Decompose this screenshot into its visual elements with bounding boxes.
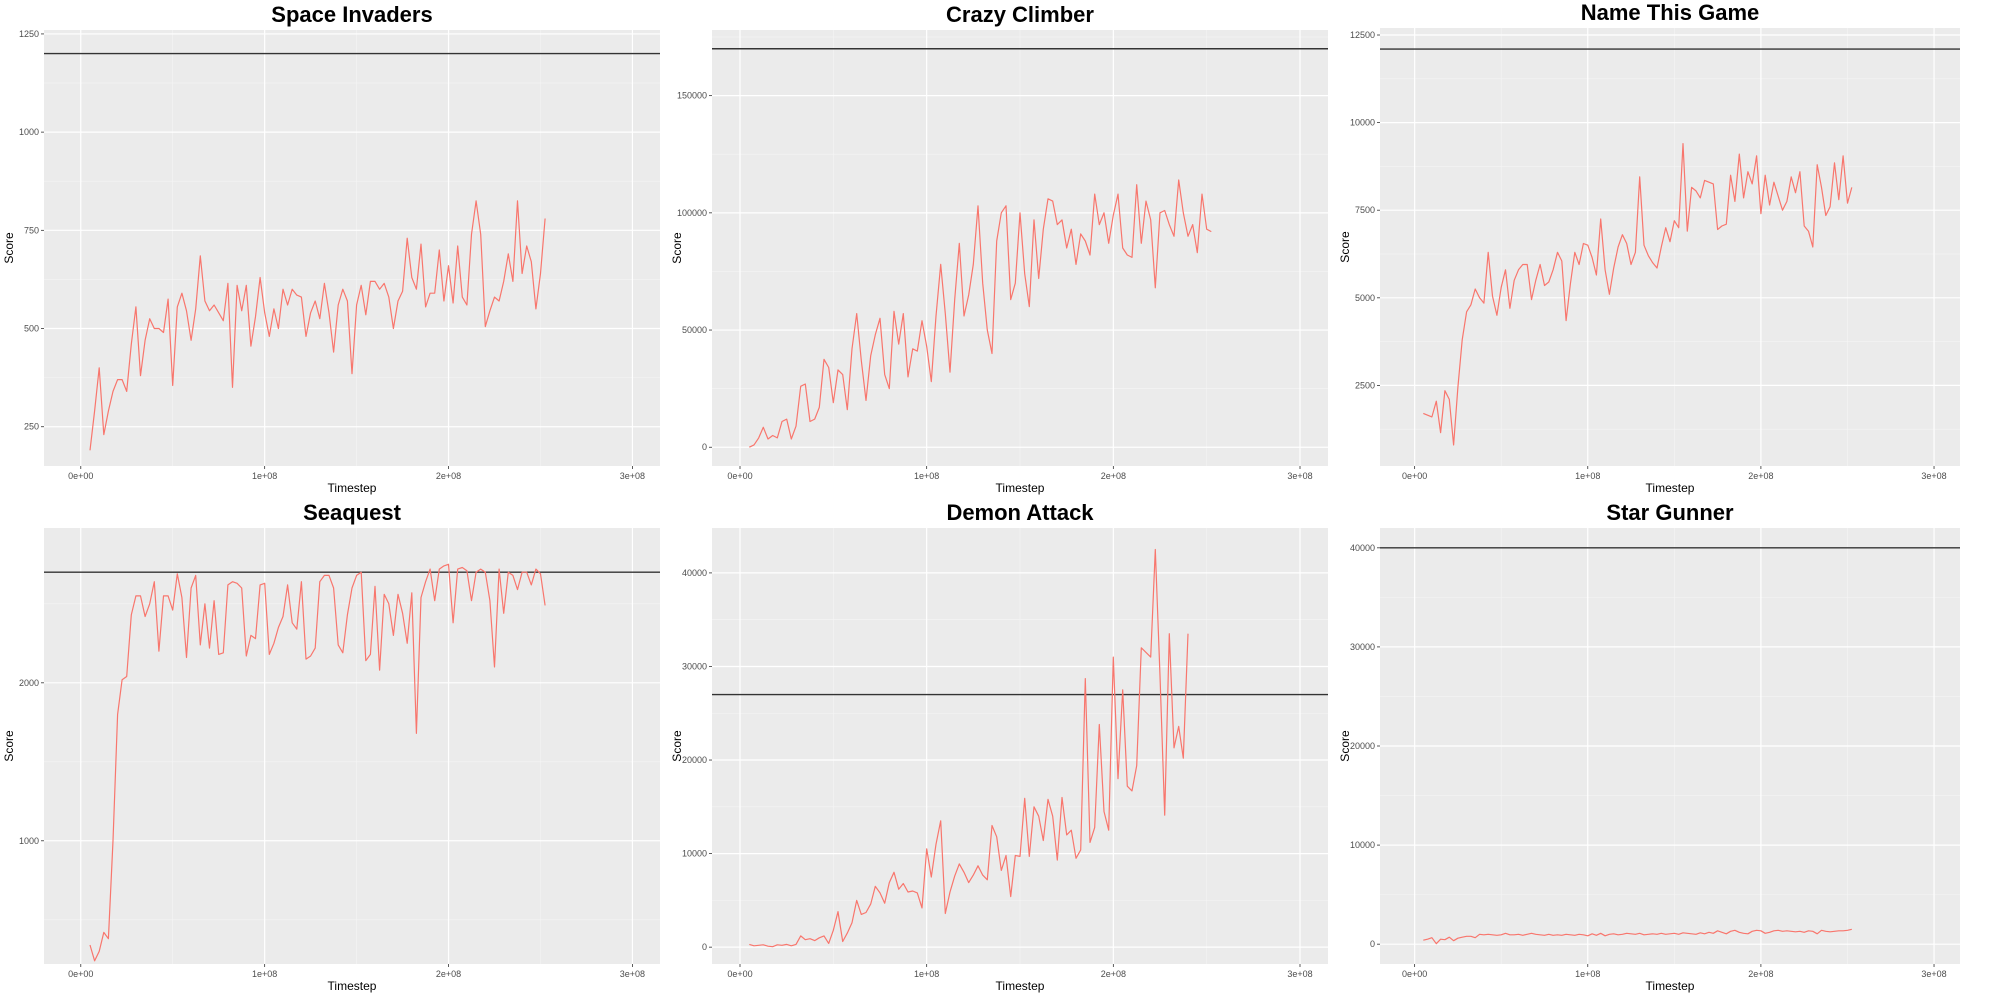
y-tick-label: 5000 bbox=[1355, 293, 1375, 303]
y-tick-label: 500 bbox=[24, 324, 39, 334]
x-tick-label: 0e+00 bbox=[1402, 471, 1427, 481]
y-tick-label: 40000 bbox=[682, 568, 707, 578]
y-tick-label: 1000 bbox=[19, 836, 39, 846]
plot-background bbox=[1380, 28, 1960, 466]
y-tick-label: 100000 bbox=[677, 208, 707, 218]
x-tick-label: 2e+08 bbox=[436, 471, 461, 481]
chart-title: Demon Attack bbox=[946, 500, 1094, 525]
x-tick-label: 0e+00 bbox=[1402, 969, 1427, 979]
y-tick-label: 30000 bbox=[1350, 642, 1375, 652]
y-tick-label: 1000 bbox=[19, 127, 39, 137]
chart-panel-2: 0e+00 1e+08 2e+08 3e+08 2500 5000 7500 10000 125… bbox=[1338, 0, 1960, 495]
chart-panel-4: 0e+00 1e+08 2e+08 3e+08 0 10000 20000 30000 4000… bbox=[670, 500, 1328, 993]
chart-panel-5: 0e+00 1e+08 2e+08 3e+08 0 10000 20000 30000 4000… bbox=[1338, 500, 1960, 993]
x-tick-label: 1e+08 bbox=[914, 471, 939, 481]
x-tick-label: 3e+08 bbox=[620, 471, 645, 481]
y-tick-label: 10000 bbox=[1350, 840, 1375, 850]
x-tick-label: 2e+08 bbox=[1101, 969, 1126, 979]
x-tick-label: 3e+08 bbox=[620, 969, 645, 979]
x-tick-label: 0e+00 bbox=[727, 969, 752, 979]
y-axis-label: Score bbox=[670, 730, 684, 762]
x-tick-label: 2e+08 bbox=[1748, 471, 1773, 481]
y-tick-label: 150000 bbox=[677, 91, 707, 101]
y-tick-label: 750 bbox=[24, 225, 39, 235]
y-tick-label: 10000 bbox=[682, 849, 707, 859]
y-tick-label: 0 bbox=[1370, 939, 1375, 949]
y-tick-label: 10000 bbox=[1350, 118, 1375, 128]
x-axis-label: Timestep bbox=[996, 979, 1045, 993]
series-line bbox=[1423, 143, 1853, 446]
chart-title: Space Invaders bbox=[271, 2, 432, 27]
series-line bbox=[89, 200, 546, 451]
y-tick-label: 20000 bbox=[1350, 741, 1375, 751]
x-tick-label: 1e+08 bbox=[914, 969, 939, 979]
chart-panel-0: 0e+00 1e+08 2e+08 3e+08 250 500 750 1000 1250 Spa… bbox=[2, 2, 660, 495]
y-tick-label: 2500 bbox=[1355, 380, 1375, 390]
x-tick-label: 0e+00 bbox=[727, 471, 752, 481]
chart-panel-3: 0e+00 1e+08 2e+08 3e+08 1000 2000 Seaquest Time… bbox=[2, 500, 660, 993]
x-tick-label: 1e+08 bbox=[1575, 969, 1600, 979]
y-tick-label: 30000 bbox=[682, 661, 707, 671]
series-line bbox=[89, 563, 546, 962]
x-tick-label: 3e+08 bbox=[1921, 471, 1946, 481]
x-tick-label: 3e+08 bbox=[1287, 471, 1312, 481]
x-axis-label: Timestep bbox=[1646, 481, 1695, 495]
x-axis-label: Timestep bbox=[328, 481, 377, 495]
y-tick-label: 40000 bbox=[1350, 543, 1375, 553]
series-line bbox=[749, 548, 1189, 948]
x-axis-label: Timestep bbox=[1646, 979, 1695, 993]
chart-title: Seaquest bbox=[303, 500, 401, 525]
chart-title: Star Gunner bbox=[1606, 500, 1734, 525]
plot-background bbox=[44, 30, 660, 466]
chart-title: Name This Game bbox=[1581, 0, 1760, 25]
y-tick-label: 50000 bbox=[682, 325, 707, 335]
y-tick-label: 7500 bbox=[1355, 205, 1375, 215]
x-tick-label: 1e+08 bbox=[1575, 471, 1600, 481]
x-tick-label: 3e+08 bbox=[1287, 969, 1312, 979]
x-tick-label: 3e+08 bbox=[1921, 969, 1946, 979]
series-line bbox=[1423, 928, 1852, 945]
plot-background bbox=[44, 528, 660, 964]
y-axis-label: Score bbox=[1338, 730, 1352, 762]
y-tick-label: 2000 bbox=[19, 678, 39, 688]
x-tick-label: 1e+08 bbox=[252, 471, 277, 481]
series-line bbox=[749, 179, 1212, 448]
y-axis-label: Score bbox=[1338, 231, 1352, 263]
y-tick-label: 1250 bbox=[19, 29, 39, 39]
x-axis-label: Timestep bbox=[996, 481, 1045, 495]
chart-panel-1: 0e+00 1e+08 2e+08 3e+08 0 50000 100000 150000 Cr… bbox=[670, 2, 1328, 495]
y-axis-label: Score bbox=[2, 232, 16, 264]
y-tick-label: 20000 bbox=[682, 755, 707, 765]
x-tick-label: 2e+08 bbox=[1101, 471, 1126, 481]
x-tick-label: 0e+00 bbox=[68, 471, 93, 481]
y-tick-label: 250 bbox=[24, 422, 39, 432]
y-axis-label: Score bbox=[670, 232, 684, 264]
y-tick-label: 0 bbox=[702, 942, 707, 952]
y-tick-label: 0 bbox=[702, 442, 707, 452]
y-tick-label: 12500 bbox=[1350, 30, 1375, 40]
x-axis-label: Timestep bbox=[328, 979, 377, 993]
x-tick-label: 0e+00 bbox=[68, 969, 93, 979]
y-axis-label: Score bbox=[2, 730, 16, 762]
x-tick-label: 2e+08 bbox=[1748, 969, 1773, 979]
x-tick-label: 1e+08 bbox=[252, 969, 277, 979]
chart-title: Crazy Climber bbox=[946, 2, 1094, 27]
x-tick-label: 2e+08 bbox=[436, 969, 461, 979]
